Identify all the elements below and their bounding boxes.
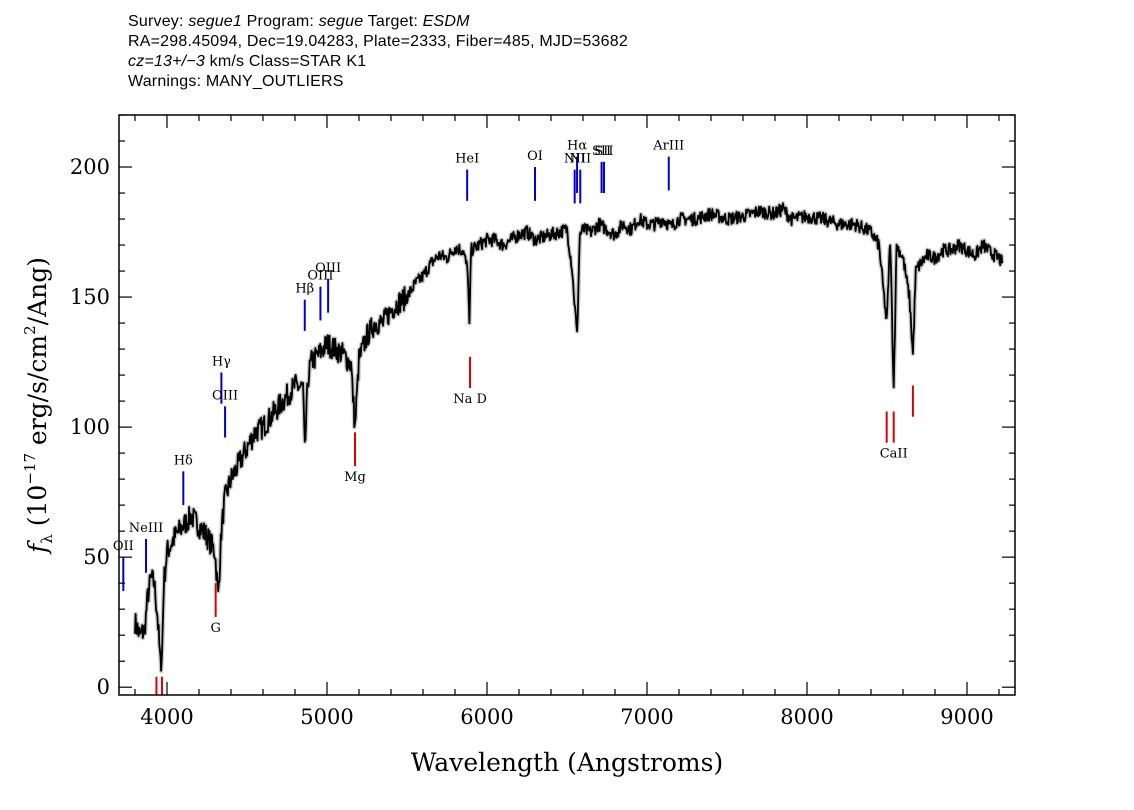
y-axis-title-lambda: λ (38, 534, 56, 544)
emission-line-label-11: Hα (567, 139, 587, 154)
absorption-line-label-2: G (210, 621, 220, 636)
y-tick-label: 150 (70, 285, 110, 309)
y-axis-title-end: /Ang) (23, 257, 52, 325)
header-line-survey: Survey: segue1 Program: segue Target: ES… (128, 12, 628, 32)
y-axis-title-mid: erg/s/cm (23, 335, 52, 453)
svg-text:fλ (10−17 erg/s/cm2/Ang): fλ (10−17 erg/s/cm2/Ang) (21, 257, 56, 555)
emission-line-label-14: SII (594, 144, 613, 159)
emission-line-label-10: NII (564, 152, 586, 167)
spectrum-layer (134, 202, 1004, 672)
y-axis-title-sq: 2 (21, 325, 39, 335)
spectrum-error-band (132, 201, 1005, 673)
absorption-line-label-6: CaII (880, 447, 908, 462)
program-label: Program: (246, 13, 315, 30)
target-label: Target: (367, 13, 419, 30)
x-tick-label: 5000 (300, 705, 353, 729)
plot-frame (118, 114, 1016, 696)
emission-line-label-1: NeIII (129, 521, 163, 536)
y-axis-title-exp: −17 (21, 453, 39, 485)
spectrum-series-line (134, 202, 1004, 672)
y-axis-title-f: f (23, 540, 52, 555)
emission-line-label-4: OIII (212, 388, 238, 403)
chart-header: Survey: segue1 Program: segue Target: ES… (128, 12, 628, 92)
error-band-layer (132, 201, 1005, 673)
y-axis-title: fλ (10−17 erg/s/cm2/Ang) (21, 257, 56, 555)
x-tick-label: 4000 (140, 705, 193, 729)
x-tick-label: 7000 (620, 705, 673, 729)
class-text: km/s Class=STAR K1 (204, 53, 367, 70)
y-tick-label: 100 (70, 415, 110, 439)
emission-line-label-8: HeI (455, 152, 479, 167)
emission-line-label-9: OI (527, 149, 543, 164)
absorption-line-label-4: Na D (453, 392, 487, 407)
y-tick-label: 200 (70, 155, 110, 179)
cz-value: cz=13+/−3 (128, 53, 205, 70)
emission-line-label-13: SII (592, 144, 611, 159)
header-line-warnings: Warnings: MANY_OUTLIERS (128, 73, 344, 90)
x-tick-label: 9000 (940, 705, 993, 729)
tick-labels: 4000 5000 6000 7000 8000 9000 0 50 100 150 200 (70, 155, 994, 729)
emission-line-label-12: NII (569, 152, 591, 167)
emission-line-label-0: OII (113, 539, 134, 554)
target-value: ESDM (422, 13, 470, 30)
survey-label: Survey: (128, 13, 184, 30)
absorption-line-label-3: Mg (344, 470, 366, 485)
y-tick-label: 50 (83, 545, 110, 569)
emission-line-label-5: Hβ (295, 282, 314, 297)
x-axis-title: Wavelength (Angstroms) (411, 748, 723, 777)
emission-line-label-6: OIII (307, 269, 333, 284)
emission-line-label-3: Hγ (212, 354, 231, 369)
header-line-coordinates: RA=298.45094, Dec=19.04283, Plate=2333, … (128, 33, 628, 50)
x-tick-label: 6000 (460, 705, 513, 729)
y-tick-label: 0 (97, 675, 110, 699)
emission-line-label-2: Hδ (174, 453, 193, 468)
survey-value: segue1 (188, 13, 243, 30)
emission-line-label-15: ArIII (652, 139, 684, 154)
x-tick-label: 8000 (780, 705, 833, 729)
axis-ticks (119, 114, 1015, 695)
header-line-redshift: cz=13+/−3 km/s Class=STAR K1 (128, 52, 628, 72)
y-axis-title-open: (10 (23, 485, 52, 535)
emission-line-label-7: OIII (315, 261, 341, 276)
program-value: segue (318, 13, 364, 30)
